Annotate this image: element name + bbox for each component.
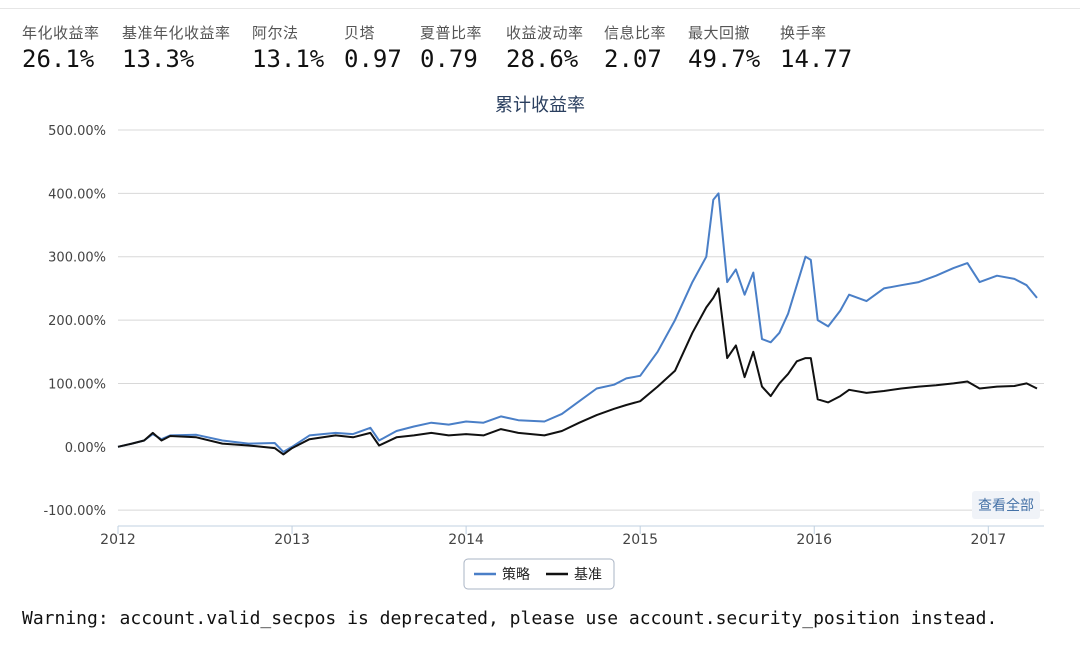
stats-bar: 年化收益率 26.1% 基准年化收益率 13.3% 阿尔法 13.1% 贝塔 0…	[22, 22, 1062, 80]
y-tick-label: -100.00%	[43, 504, 106, 519]
stat-info-ratio: 信息比率 2.07	[604, 22, 666, 73]
warning-message: Warning: account.valid_secpos is depreca…	[22, 608, 998, 629]
stat-label: 年化收益率	[22, 24, 100, 42]
stat-annual-return: 年化收益率 26.1%	[22, 22, 100, 73]
stat-label: 最大回撤	[688, 24, 751, 42]
x-tick-label: 2015	[622, 532, 658, 548]
y-tick-label: 300.00%	[48, 251, 106, 266]
legend-box	[463, 558, 615, 590]
top-border	[0, 0, 1080, 9]
y-axis: 500.00% 400.00% 300.00% 200.00% 100.00% 0.00%…	[43, 124, 106, 519]
stat-label: 阿尔法	[252, 24, 299, 42]
y-tick-label: 500.00%	[48, 124, 106, 139]
legend: 策略 基准	[463, 558, 615, 590]
grid	[118, 129, 1044, 511]
stat-value: 0.97	[344, 45, 402, 73]
x-tick-label: 2012	[100, 532, 136, 548]
stat-label: 换手率	[780, 24, 827, 42]
x-tick-label: 2016	[796, 532, 832, 548]
x-axis: 2012 2013 2014 2015 2016 2017	[100, 525, 1044, 548]
stat-volatility: 收益波动率 28.6%	[506, 22, 584, 73]
stat-turnover: 换手率 14.77	[780, 22, 852, 73]
stat-value: 0.79	[420, 45, 478, 73]
stat-value: 28.6%	[506, 45, 579, 73]
x-tick-label: 2014	[448, 532, 484, 548]
series-line-benchmark	[117, 287, 1038, 456]
stat-value: 2.07	[604, 45, 662, 73]
view-all-button[interactable]: 查看全部	[972, 491, 1040, 519]
stat-sharpe: 夏普比率 0.79	[420, 22, 482, 73]
y-tick-label: 100.00%	[48, 377, 106, 392]
stat-label: 夏普比率	[420, 24, 483, 42]
series-lines	[117, 192, 1038, 456]
chart-title: 累计收益率	[495, 95, 585, 116]
stat-label: 收益波动率	[506, 24, 584, 42]
stat-beta: 贝塔 0.97	[344, 22, 402, 73]
stat-value: 13.3%	[122, 45, 195, 73]
x-tick-label: 2017	[970, 532, 1006, 548]
y-tick-label: 400.00%	[48, 187, 106, 202]
stat-label: 基准年化收益率	[122, 24, 231, 42]
stat-label: 贝塔	[344, 24, 376, 42]
stat-value: 49.7%	[688, 45, 761, 73]
stat-alpha: 阿尔法 13.1%	[252, 22, 324, 73]
stat-value: 14.77	[780, 45, 853, 73]
y-tick-label: 0.00%	[65, 441, 106, 456]
stat-label: 信息比率	[604, 24, 667, 42]
stat-max-drawdown: 最大回撤 49.7%	[688, 22, 760, 73]
x-tick-label: 2013	[274, 532, 310, 548]
series-line-strategy	[117, 192, 1038, 453]
cumulative-return-chart: 累计收益率 500.00% 400.00% 300.00% 200.00% 100.00…	[43, 95, 1044, 590]
y-tick-label: 200.00%	[48, 314, 106, 329]
stat-value: 26.1%	[22, 45, 95, 73]
stat-benchmark-annual-return: 基准年化收益率 13.3%	[122, 22, 231, 73]
legend-label: 基准	[574, 566, 602, 583]
stat-value: 13.1%	[252, 45, 325, 73]
legend-label: 策略	[502, 566, 530, 583]
